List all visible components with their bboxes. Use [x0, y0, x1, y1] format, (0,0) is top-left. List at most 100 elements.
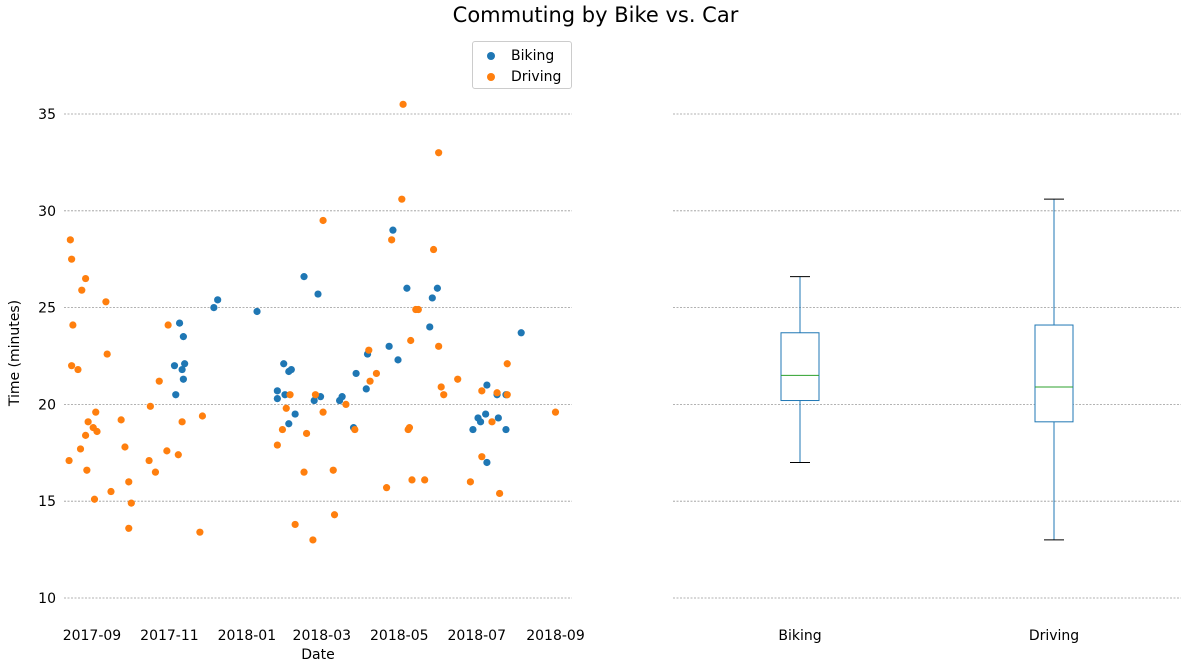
driving-point-59: [408, 476, 416, 484]
driving-point-63: [429, 245, 438, 254]
driving-point-35: [278, 425, 287, 434]
biking-point-13: [281, 391, 289, 399]
driving-point-10: [83, 466, 91, 474]
biking-point-45: [517, 329, 525, 337]
driving-point-71: [478, 453, 486, 461]
biking-point-17: [291, 410, 299, 418]
driving-point-66: [437, 383, 445, 391]
driving-point-31: [178, 418, 186, 426]
box-x-tick-label-biking: Biking: [778, 628, 821, 644]
x-tick-label-2017-11: 2017-11: [140, 628, 199, 644]
driving-point-47: [342, 400, 350, 408]
biking-point-37: [476, 418, 485, 426]
biking-point-35: [469, 425, 477, 434]
biking-point-38: [482, 410, 490, 418]
biking-point-28: [385, 342, 393, 350]
driving-point-74: [496, 489, 504, 498]
driving-point-9: [81, 431, 90, 439]
driving-point-32: [196, 528, 204, 536]
driving-point-22: [125, 478, 133, 486]
driving-point-64: [435, 149, 443, 157]
driving-point-42: [311, 391, 320, 399]
driving-point-20: [121, 443, 129, 451]
legend-item-driving: Driving: [487, 67, 561, 87]
driving-point-24: [145, 456, 153, 465]
driving-point-23: [127, 499, 135, 507]
boxplot-driving: [1034, 198, 1074, 541]
y-tick-label-35: 35: [38, 107, 56, 123]
driving-point-49: [365, 346, 373, 354]
chart-title: Commuting by Bike vs. Car: [452, 3, 739, 27]
biking-point-39: [483, 381, 491, 389]
driving-point-51: [372, 369, 381, 378]
y-tick-label-15: 15: [38, 494, 56, 510]
legend: Biking Driving: [472, 41, 572, 89]
legend-label-biking: Biking: [511, 48, 555, 64]
y-tick-label-10: 10: [38, 591, 56, 607]
biking-point-6: [181, 360, 189, 368]
driving-point-55: [399, 100, 407, 108]
biking-point-25: [352, 369, 360, 378]
legend-item-biking: Biking: [487, 46, 554, 66]
driving-point-52: [382, 484, 391, 492]
scatter-y-tick-labels: 10 15 20 25 30 35: [38, 107, 56, 607]
biking-point-11: [273, 387, 281, 395]
boxplot-biking: [780, 276, 820, 463]
biking-point-34: [433, 284, 441, 292]
driving-point-62: [421, 476, 429, 484]
biking-point-26: [362, 385, 370, 393]
driving-point-46: [330, 511, 339, 519]
driving-point-17: [103, 350, 111, 358]
driving-point-76: [503, 391, 511, 399]
driving-point-75: [503, 360, 511, 368]
driving-point-48: [351, 425, 359, 434]
driving-point-13: [90, 495, 99, 503]
biking-point-9: [253, 307, 261, 316]
biking-point-42: [494, 414, 502, 422]
driving-point-65: [435, 342, 443, 350]
boxplot-x-tick-labels: Biking Driving: [778, 628, 1079, 644]
box-x-tick-label-driving: Driving: [1029, 628, 1079, 644]
scatter-x-tick-labels: 2017-09 2017-11 2018-01 2018-03 2018-05 2018-…: [63, 628, 585, 644]
x-tick-label-2018-01: 2018-01: [218, 628, 277, 644]
x-tick-label-2018-07: 2018-07: [448, 628, 507, 644]
biking-point-44: [502, 425, 510, 434]
biking-point-19: [310, 396, 318, 405]
biking-point-18: [300, 273, 308, 281]
biking-point-20: [314, 290, 322, 298]
driving-point-28: [163, 447, 171, 455]
biking-point-8: [214, 296, 222, 304]
driving-point-0: [65, 456, 73, 465]
driving-point-39: [300, 468, 308, 476]
biking-point-1: [170, 362, 179, 370]
driving-point-30: [174, 451, 182, 459]
driving-point-57: [405, 424, 414, 432]
y-axis-label: Time (minutes): [7, 300, 23, 407]
driving-point-45: [329, 466, 337, 474]
driving-point-15: [93, 427, 101, 436]
y-tick-label-25: 25: [38, 301, 56, 317]
biking-point-15: [287, 365, 295, 374]
driving-point-4: [69, 321, 77, 329]
driving-point-18: [107, 487, 115, 496]
y-tick-label-20: 20: [38, 397, 56, 413]
biking-point-10: [273, 394, 281, 403]
biking-point-4: [179, 333, 187, 341]
biking-point-5: [179, 375, 187, 383]
driving-point-14: [92, 408, 100, 416]
legend-label-driving: Driving: [511, 69, 562, 85]
driving-point-69: [466, 478, 474, 486]
x-tick-label-2018-09: 2018-09: [526, 628, 585, 644]
box: [780, 332, 820, 402]
driving-point-33: [198, 412, 207, 420]
driving-point-68: [454, 375, 462, 383]
driving-point-72: [488, 418, 496, 426]
box: [1034, 324, 1074, 423]
driving-point-37: [286, 391, 294, 399]
scatter-points: [65, 100, 560, 544]
biking-point-30: [394, 356, 402, 364]
biking-point-3: [178, 365, 186, 374]
driving-point-5: [74, 365, 82, 374]
driving-point-58: [407, 336, 415, 345]
